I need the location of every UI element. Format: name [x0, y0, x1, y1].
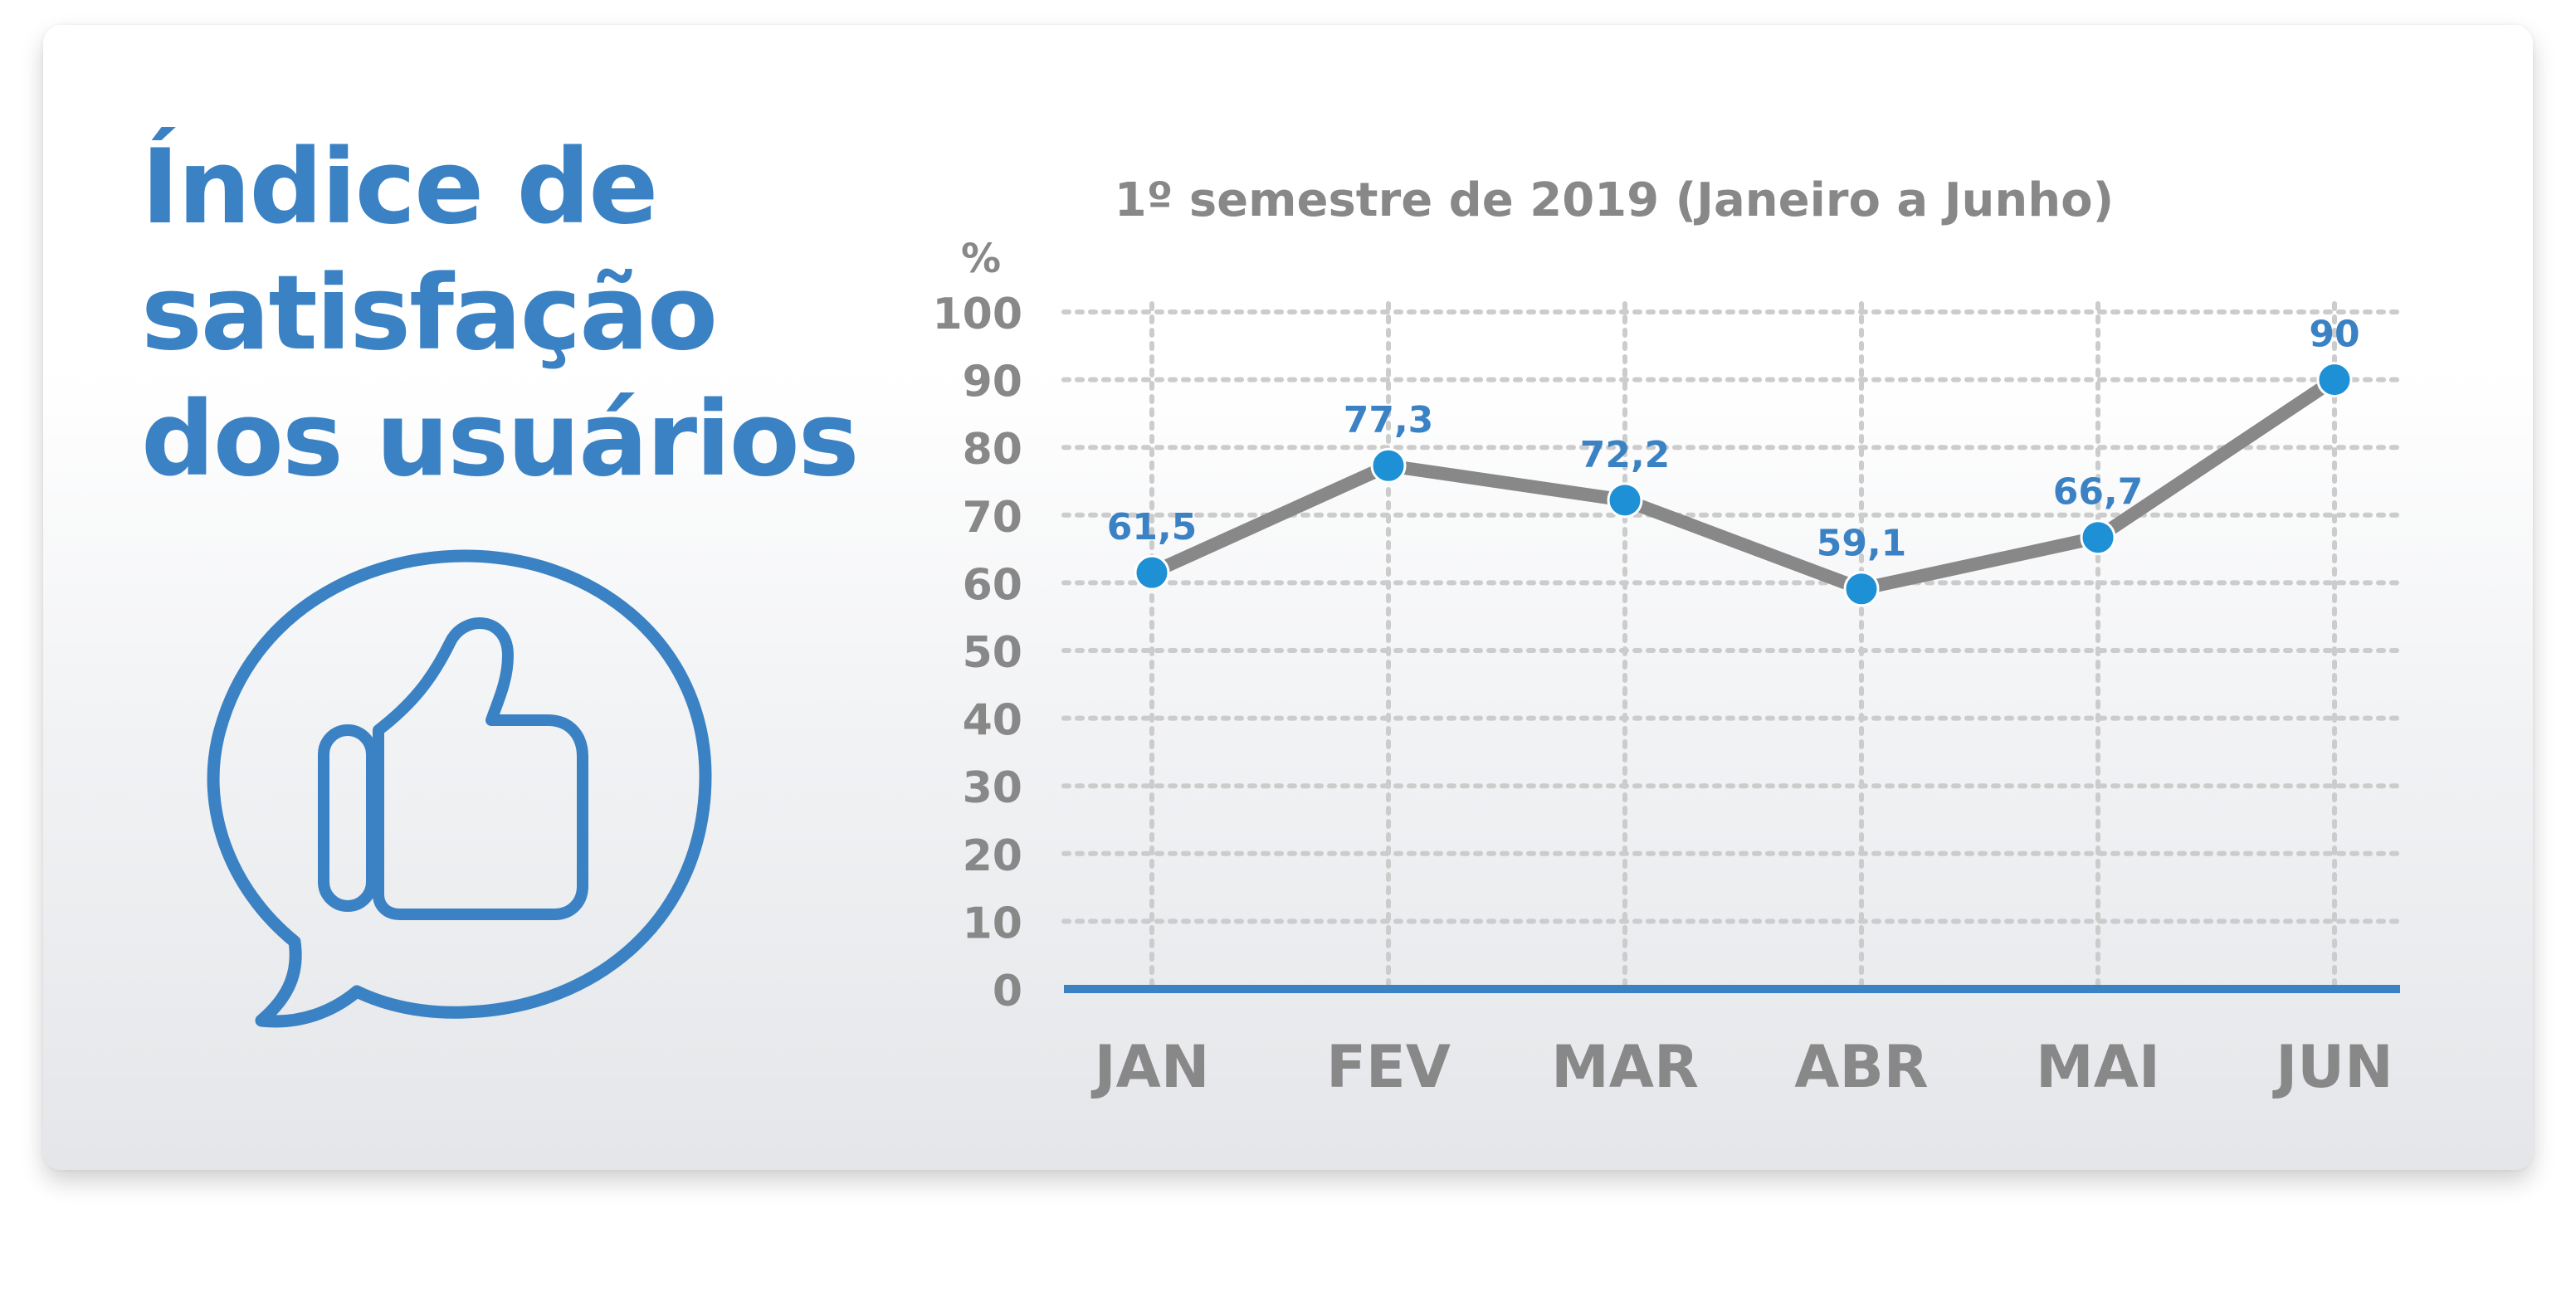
- y-tick-label: 80: [963, 425, 1022, 475]
- x-tick-label: FEV: [1326, 1033, 1451, 1101]
- x-tick-label: ABR: [1794, 1033, 1928, 1101]
- y-tick-label: 10: [963, 899, 1022, 948]
- y-tick-label: 100: [932, 290, 1022, 339]
- data-point: [1607, 482, 1643, 519]
- x-tick-label: JUN: [2272, 1033, 2393, 1101]
- x-tick-label: JAN: [1091, 1033, 1210, 1101]
- data-label: 77,3: [1344, 399, 1434, 441]
- data-label: 90: [2309, 314, 2359, 356]
- thumbs-up-speech-bubble-icon: [207, 549, 712, 1028]
- data-label: 61,5: [1107, 506, 1198, 548]
- data-point: [2080, 519, 2116, 556]
- y-tick-label: 30: [963, 763, 1022, 813]
- y-axis-unit-label: %: [961, 236, 1001, 282]
- y-tick-label: 60: [963, 560, 1022, 610]
- data-label: 59,1: [1817, 523, 1907, 565]
- y-tick-label: 0: [993, 967, 1022, 1016]
- y-tick-label: 90: [963, 358, 1022, 407]
- data-point: [2316, 362, 2353, 398]
- data-point: [1134, 554, 1170, 591]
- data-label: 72,2: [1580, 434, 1671, 476]
- y-tick-label: 20: [963, 831, 1022, 881]
- main-title-line-1: Índice de: [141, 128, 658, 247]
- series-line: [1145, 373, 2341, 596]
- speech-bubble-icon: [207, 549, 712, 1028]
- thumb-hand-icon: [373, 617, 588, 920]
- x-tick-label: MAI: [2036, 1033, 2160, 1101]
- main-title-line-3: dos usuários: [141, 380, 860, 499]
- main-title-line-2: satisfação: [141, 254, 718, 373]
- data-point: [1370, 447, 1407, 484]
- main-title: Índice de satisfação dos usuários: [141, 124, 860, 503]
- y-tick-label: 70: [963, 493, 1022, 543]
- chart-title: 1º semestre de 2019 (Janeiro a Junho): [1115, 173, 2114, 227]
- x-tick-label: MAR: [1551, 1033, 1699, 1101]
- chart-card: [43, 25, 2533, 1170]
- data-point: [1843, 571, 1880, 607]
- y-tick-label: 50: [963, 628, 1022, 678]
- line-chart: 1º semestre de 2019 (Janeiro a Junho) % …: [932, 173, 2400, 1101]
- data-label: 66,7: [2053, 471, 2144, 514]
- thumb-cuff-icon: [318, 724, 378, 912]
- y-tick-label: 40: [963, 696, 1022, 746]
